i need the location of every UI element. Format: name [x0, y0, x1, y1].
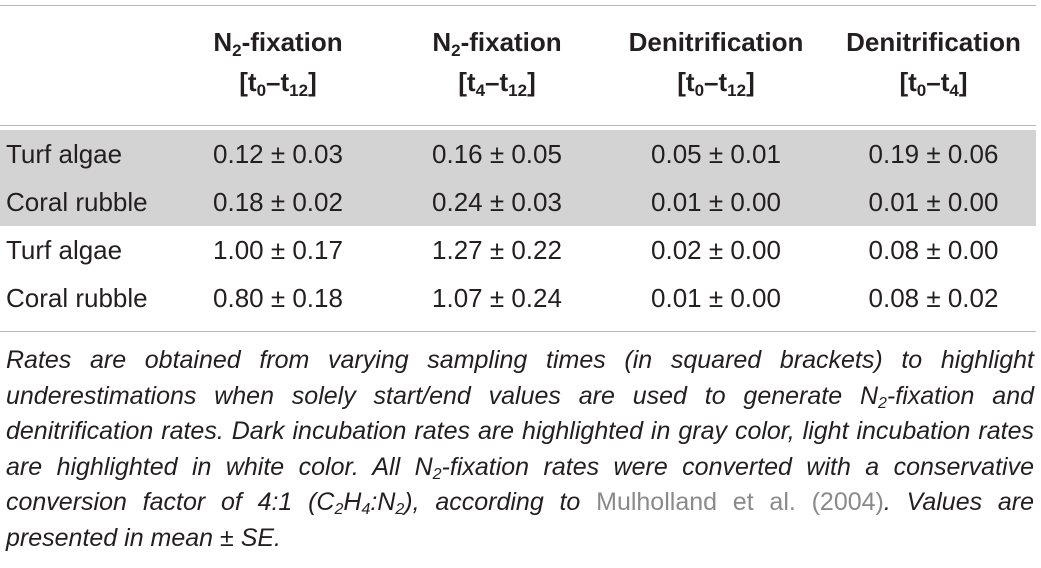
table-cell: 0.01 ± 0.00 — [651, 187, 781, 217]
row-label: Turf algae — [6, 235, 123, 265]
table-row: Turf algae 1.00 ± 0.17 1.27 ± 0.22 0.02 … — [0, 226, 1036, 274]
table-cell: 1.27 ± 0.22 — [432, 235, 562, 265]
table-row: Turf algae 0.12 ± 0.03 0.16 ± 0.05 0.05 … — [0, 130, 1036, 178]
column-header-denitrification-t0-t4: Denitrification [t0–t4] — [846, 27, 1021, 100]
table-cell: 0.16 ± 0.05 — [432, 139, 562, 169]
table-cell: 0.12 ± 0.03 — [213, 139, 343, 169]
table-header: N2-fixation [t0–t12] N2-fixation [t4–t12… — [0, 22, 1041, 112]
column-header-denitrification-t0-t12: Denitrification [t0–t12] — [628, 27, 804, 100]
table-cell: 0.02 ± 0.00 — [651, 235, 781, 265]
table-cell: 0.05 ± 0.01 — [651, 139, 781, 169]
table-cell: 0.08 ± 0.00 — [868, 235, 999, 265]
table-row: Coral rubble 0.80 ± 0.18 1.07 ± 0.24 0.0… — [0, 274, 1036, 322]
table-cell: 0.01 ± 0.00 — [868, 187, 999, 217]
row-label: Turf algae — [6, 139, 123, 169]
table-cell: 0.08 ± 0.02 — [868, 283, 999, 313]
table-cell: 0.01 ± 0.00 — [651, 283, 781, 313]
column-header-n2-fixation-t4-t12: N2-fixation [t4–t12] — [432, 27, 562, 100]
table-cell: 1.00 ± 0.17 — [213, 235, 343, 265]
table-top-rule — [0, 5, 1036, 6]
table-row: Coral rubble 0.18 ± 0.02 0.24 ± 0.03 0.0… — [0, 178, 1036, 226]
table-header-rule — [0, 125, 1036, 126]
table-cell: 0.18 ± 0.02 — [213, 187, 343, 217]
table-cell: 0.19 ± 0.06 — [868, 139, 999, 169]
row-label: Coral rubble — [6, 187, 148, 217]
table-cell: 0.80 ± 0.18 — [213, 283, 343, 313]
table-bottom-rule — [0, 331, 1036, 332]
table-caption: Rates are obtained from varying sampling… — [6, 346, 1035, 552]
table-cell: 1.07 ± 0.24 — [432, 283, 562, 313]
row-label: Coral rubble — [6, 283, 148, 313]
column-header-n2-fixation-t0-t12: N2-fixation [t0–t12] — [213, 27, 343, 100]
citation-link[interactable]: Mulholland et al. (2004) — [596, 488, 884, 516]
table-cell: 0.24 ± 0.03 — [432, 187, 562, 217]
